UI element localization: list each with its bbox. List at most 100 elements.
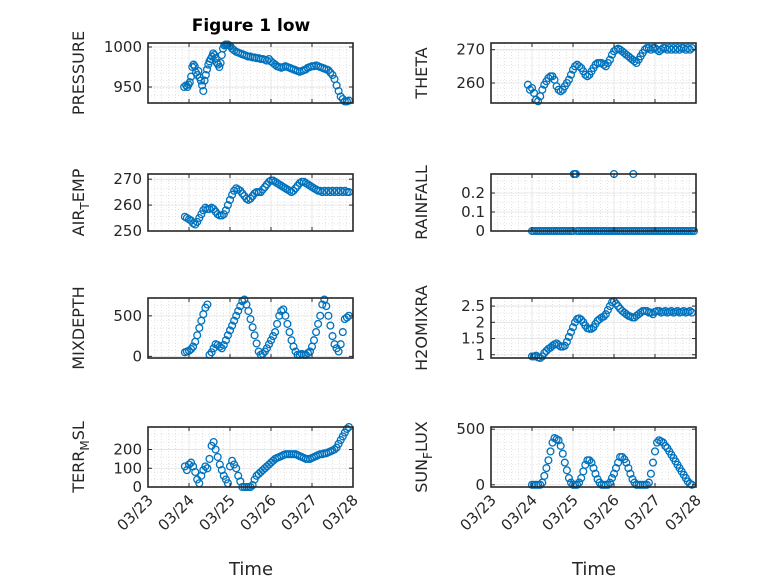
data-point <box>213 452 222 462</box>
data-point <box>326 68 335 77</box>
data-point <box>197 210 206 219</box>
y-tick-label: 260 <box>456 74 485 92</box>
data-point <box>301 179 310 188</box>
data-point <box>667 306 676 316</box>
data-point <box>209 49 218 58</box>
data-point <box>248 323 257 332</box>
data-point <box>307 182 317 192</box>
data-point <box>328 70 337 80</box>
data-point <box>607 474 617 483</box>
y-tick-label: 1 <box>475 346 485 364</box>
data-point <box>562 337 571 346</box>
y-axis-label: SUNFLUX <box>412 421 435 493</box>
data-point <box>564 474 573 483</box>
data-point <box>318 300 327 309</box>
x-tick-label: 03/27 <box>621 491 664 534</box>
data-point <box>312 328 321 337</box>
data-point <box>221 336 230 345</box>
data-point <box>630 57 639 66</box>
data-point <box>211 445 220 454</box>
y-axis-label: RAINFALL <box>412 165 431 240</box>
data-point <box>342 424 351 433</box>
series-air_temp <box>180 176 353 229</box>
data-point <box>258 185 267 194</box>
data-point <box>618 452 627 462</box>
data-point <box>581 70 590 79</box>
data-point <box>289 186 298 195</box>
data-point <box>202 65 212 74</box>
x-tick-label: 03/28 <box>662 491 705 534</box>
data-point <box>644 43 653 53</box>
data-point <box>583 72 592 81</box>
axes-rainfall: 00.10.2 RAINFALL <box>412 165 699 240</box>
x-tick-label: 03/26 <box>580 491 623 534</box>
data-point <box>277 181 286 190</box>
data-point <box>221 206 230 215</box>
data-point <box>560 341 569 350</box>
data-point <box>314 319 323 328</box>
data-point <box>595 315 604 324</box>
data-point <box>603 480 612 489</box>
data-point <box>185 78 194 87</box>
data-point <box>193 331 202 340</box>
data-point <box>575 62 584 71</box>
x-tick-label: 03/25 <box>539 491 582 534</box>
y-tick-label: 500 <box>456 420 485 438</box>
y-tick-label: 500 <box>113 307 142 325</box>
grid <box>490 174 697 232</box>
y-axis-label: THETA <box>412 47 431 99</box>
data-point <box>193 217 202 226</box>
series-sun_flux <box>527 434 696 489</box>
data-point <box>540 349 549 358</box>
data-point <box>201 70 210 80</box>
data-point <box>305 347 315 356</box>
axes-mixdepth: 0 500 MIXDEPTH <box>69 286 354 370</box>
data-point <box>648 458 658 467</box>
x-tick-label: 03/28 <box>319 491 362 534</box>
data-point <box>209 437 218 447</box>
x-axis-label-left: Time <box>228 559 273 580</box>
data-point <box>277 306 286 316</box>
y-axis-label: AIRTEMP <box>69 168 92 236</box>
data-point <box>196 76 205 85</box>
data-point <box>646 469 655 478</box>
data-point <box>271 60 280 69</box>
data-point <box>601 310 610 319</box>
data-point <box>250 331 259 340</box>
y-axis-label: MIXDEPTH <box>69 286 88 369</box>
data-point <box>219 340 228 350</box>
data-point <box>322 302 331 311</box>
data-point <box>203 300 212 309</box>
data-point <box>544 456 553 465</box>
data-point <box>334 347 343 356</box>
data-point <box>200 76 209 85</box>
data-point <box>193 70 202 80</box>
data-point <box>199 86 208 96</box>
data-point <box>326 321 335 330</box>
data-point <box>203 464 212 473</box>
data-point <box>566 70 576 79</box>
data-point <box>683 43 692 53</box>
data-point <box>252 339 261 348</box>
data-point <box>271 328 280 337</box>
axes-air_temp: 250 260 270 AIRTEMP <box>69 168 354 240</box>
data-point <box>289 342 298 351</box>
data-point <box>217 211 226 220</box>
data-point <box>281 311 290 320</box>
x-tick-label: 03/26 <box>237 491 280 534</box>
data-point <box>225 195 235 204</box>
axes-pressure: 950 1000 PRESSURE <box>69 31 354 115</box>
y-tick-label: 1000 <box>104 38 142 56</box>
x-tick-label: 03/25 <box>196 491 239 534</box>
data-point <box>215 62 224 72</box>
y-tick-label: 270 <box>456 41 485 59</box>
data-point <box>264 340 274 349</box>
data-point <box>201 462 210 471</box>
data-point <box>622 310 631 319</box>
axes-box <box>147 297 354 359</box>
axes-box <box>147 426 354 488</box>
data-point <box>316 311 325 320</box>
data-point <box>283 319 292 328</box>
